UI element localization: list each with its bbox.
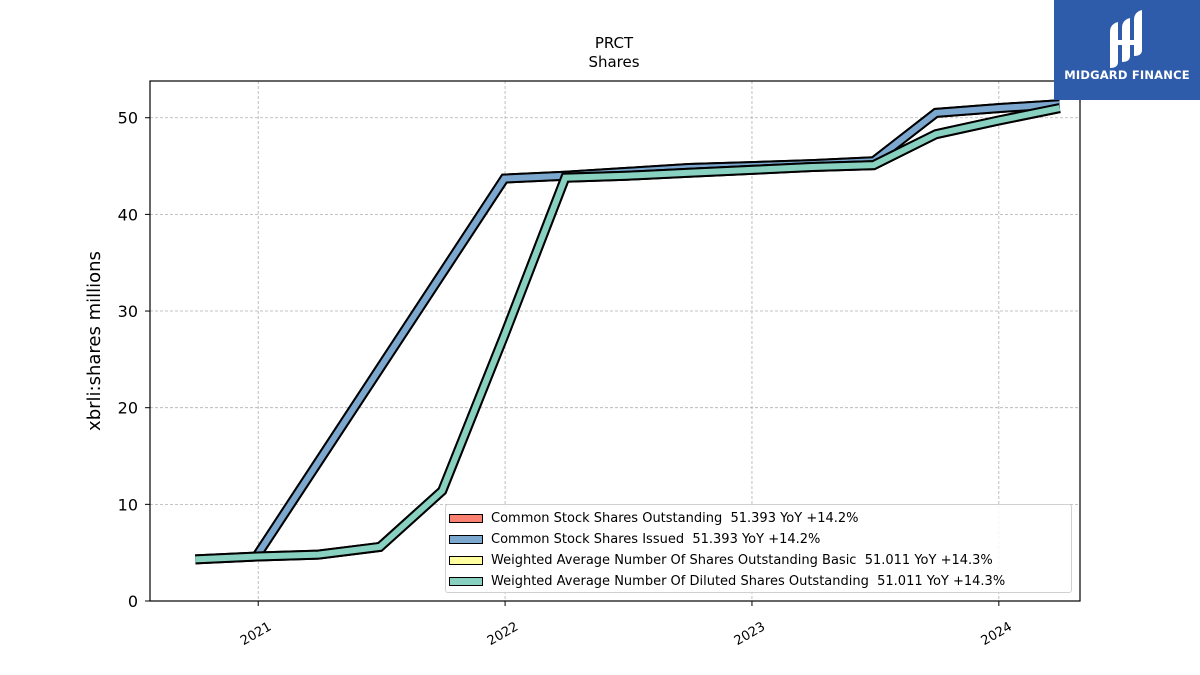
legend-label: Common Stock Shares Issued 51.393 YoY +1… [491,532,821,547]
legend-label: Weighted Average Number Of Diluted Share… [491,574,1006,589]
legend-item-shares-issued[interactable]: Common Stock Shares Issued 51.393 YoY +1… [446,529,1071,550]
chart-subtitle: Shares [588,53,639,71]
chart-title: PRCT [595,34,634,52]
x-tick-label: 2022 [485,619,521,649]
y-tick-label: 10 [118,495,138,514]
series-layer [195,99,1061,565]
y-tick-label: 0 [128,592,138,611]
legend-swatch [449,514,483,523]
legend-item-shares-outstanding[interactable]: Common Stock Shares Outstanding 51.393 Y… [446,508,1071,529]
brand-logo[interactable]: MIDGARD FINANCE [1054,0,1200,100]
x-tick-label: 2024 [979,619,1015,649]
x-tick-label: 2021 [238,619,274,649]
y-tick-label: 20 [118,399,138,418]
legend-label: Weighted Average Number Of Shares Outsta… [491,553,993,568]
legend-item-weighted-basic[interactable]: Weighted Average Number Of Shares Outsta… [446,550,1071,571]
y-axis-label: xbrli:shares millions [84,251,105,431]
brand-name: MIDGARD FINANCE [1064,68,1190,82]
legend-swatch [449,535,483,544]
legend-item-weighted-diluted[interactable]: Weighted Average Number Of Diluted Share… [446,571,1071,592]
legend-swatch [449,577,483,586]
chart-legend: Common Stock Shares Outstanding 51.393 Y… [445,504,1072,593]
x-tick-label: 2023 [732,619,768,649]
legend-swatch [449,556,483,565]
midgard-logo-icon [1110,10,1142,68]
y-tick-label: 40 [118,205,138,224]
legend-label: Common Stock Shares Outstanding 51.393 Y… [491,511,859,526]
series-line-3 [195,105,1061,563]
y-tick-label: 50 [118,109,138,128]
y-tick-label: 30 [118,302,138,321]
plot-frame [149,80,1081,602]
